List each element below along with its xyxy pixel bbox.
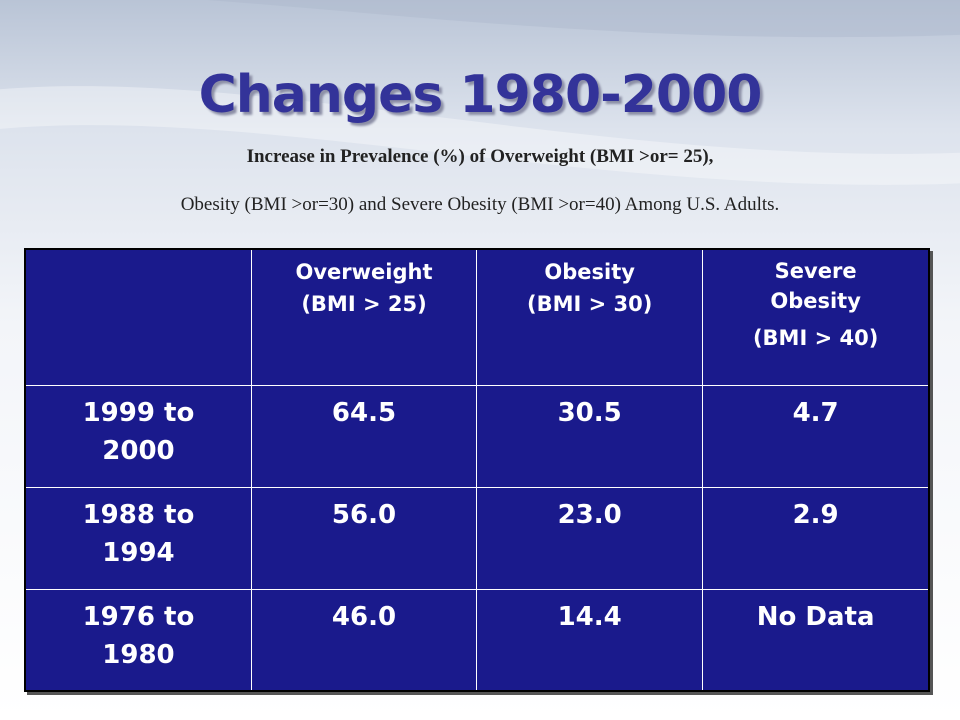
slide-title: Changes 1980-2000: [198, 65, 763, 125]
header-cell-empty: [24, 248, 252, 386]
row-period-label: 1999 to 2000: [82, 397, 195, 466]
obesity-value-cell: 23.0: [476, 486, 704, 590]
subtitle-line-2: Obesity (BMI >or=30) and Severe Obesity …: [180, 194, 780, 215]
severe-obesity-value-cell: 2.9: [702, 486, 930, 590]
row-period-label: 1976 to 1980: [82, 601, 195, 670]
header-criteria: (BMI > 30): [526, 292, 653, 316]
subtitle-line-1: Increase in Prevalence (%) of Overweight…: [246, 146, 714, 167]
table-row: 1999 to 2000 64.5 30.5 4.7: [24, 384, 930, 488]
header-label: Obesity: [544, 260, 635, 284]
table-row: 1976 to 1980 46.0 14.4 No Data: [24, 588, 930, 692]
obesity-value-cell: 30.5: [476, 384, 704, 488]
row-period-cell: 1988 to 1994: [24, 486, 252, 590]
header-label: Severe Obesity: [770, 259, 861, 313]
prevalence-table: Overweight (BMI > 25) Obesity (BMI > 30)…: [24, 248, 930, 692]
obesity-value-cell: 14.4: [476, 588, 704, 692]
header-criteria: (BMI > 25): [301, 292, 427, 316]
header-criteria: (BMI > 40): [752, 326, 879, 350]
row-period-cell: 1999 to 2000: [24, 384, 252, 488]
row-period-label: 1988 to 1994: [82, 499, 195, 568]
table-row: 1988 to 1994 56.0 23.0 2.9: [24, 486, 930, 590]
overweight-value-cell: 56.0: [250, 486, 478, 590]
header-cell-severe-obesity: Severe Obesity (BMI > 40): [702, 248, 930, 386]
header-cell-obesity: Obesity (BMI > 30): [476, 248, 704, 386]
row-period-cell: 1976 to 1980: [24, 588, 252, 692]
overweight-value-cell: 46.0: [250, 588, 478, 692]
background-swoosh-decoration: [0, 0, 960, 185]
header-label: Overweight: [295, 260, 433, 284]
severe-obesity-value-cell: 4.7: [702, 384, 930, 488]
table-header-row: Overweight (BMI > 25) Obesity (BMI > 30)…: [24, 248, 930, 386]
severe-obesity-value-cell: No Data: [702, 588, 930, 692]
overweight-value-cell: 64.5: [250, 384, 478, 488]
header-cell-overweight: Overweight (BMI > 25): [250, 248, 478, 386]
